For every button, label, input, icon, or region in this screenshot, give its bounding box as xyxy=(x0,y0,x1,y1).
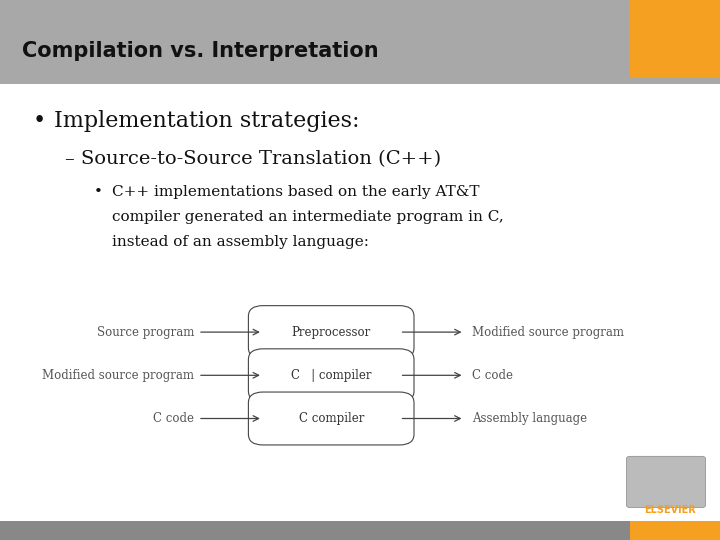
Text: C code: C code xyxy=(472,369,513,382)
Text: Assembly language: Assembly language xyxy=(472,412,587,425)
Text: Modified source program: Modified source program xyxy=(42,369,194,382)
Text: ELSEVIER: ELSEVIER xyxy=(644,505,696,515)
Text: C code: C code xyxy=(153,412,194,425)
FancyBboxPatch shape xyxy=(0,0,720,84)
Text: Preprocessor: Preprocessor xyxy=(292,326,371,339)
Text: compiler generated an intermediate program in C,: compiler generated an intermediate progr… xyxy=(112,210,503,224)
Text: C compiler: C compiler xyxy=(299,412,364,425)
Text: C++ implementations based on the early AT&T: C++ implementations based on the early A… xyxy=(112,185,479,199)
FancyBboxPatch shape xyxy=(630,0,720,78)
Text: instead of an assembly language:: instead of an assembly language: xyxy=(112,235,369,249)
Text: – Source-to-Source Translation (C++): – Source-to-Source Translation (C++) xyxy=(65,150,441,168)
FancyBboxPatch shape xyxy=(630,521,720,540)
Text: C   | compiler: C | compiler xyxy=(291,369,372,382)
FancyBboxPatch shape xyxy=(248,306,414,359)
FancyBboxPatch shape xyxy=(248,392,414,445)
FancyBboxPatch shape xyxy=(0,521,720,540)
Text: •: • xyxy=(94,185,102,199)
Text: Implementation strategies:: Implementation strategies: xyxy=(54,111,359,132)
Text: Modified source program: Modified source program xyxy=(472,326,624,339)
Text: •: • xyxy=(32,111,45,132)
FancyBboxPatch shape xyxy=(248,349,414,402)
FancyBboxPatch shape xyxy=(626,456,706,508)
Text: Compilation vs. Interpretation: Compilation vs. Interpretation xyxy=(22,41,378,62)
Text: Source program: Source program xyxy=(97,326,194,339)
